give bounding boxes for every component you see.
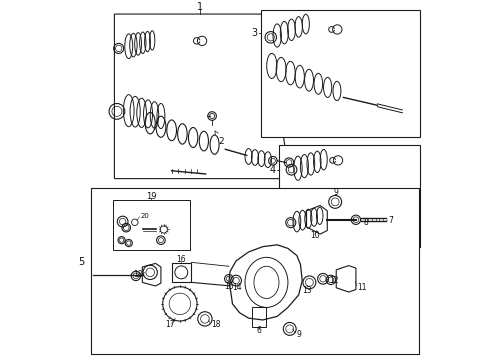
Text: 12: 12 [329,276,339,285]
Text: 7: 7 [388,216,393,225]
Polygon shape [114,14,288,179]
Text: 16: 16 [176,255,186,264]
Text: 11: 11 [358,283,367,292]
Text: 20: 20 [140,213,149,219]
Text: 14: 14 [233,283,242,292]
Text: 17: 17 [165,320,174,329]
Text: 9: 9 [296,330,301,339]
Text: 4: 4 [270,165,275,175]
Text: 6: 6 [257,326,262,335]
Bar [279,145,420,247]
Text: 1: 1 [197,2,203,12]
Bar [252,307,267,327]
Bar [113,200,190,250]
Text: 9: 9 [334,188,339,197]
Text: 18: 18 [133,270,142,279]
Text: 15: 15 [224,282,234,291]
Bar [261,10,420,138]
Text: 3: 3 [251,28,258,39]
Bar [91,188,418,354]
Bar [172,263,191,282]
Text: 2: 2 [215,131,224,146]
Text: 19: 19 [146,192,156,201]
Text: 5: 5 [78,257,84,267]
Text: 13: 13 [302,286,311,295]
Text: 8: 8 [363,218,368,227]
Text: 18: 18 [211,320,220,329]
Text: 10: 10 [310,231,319,240]
